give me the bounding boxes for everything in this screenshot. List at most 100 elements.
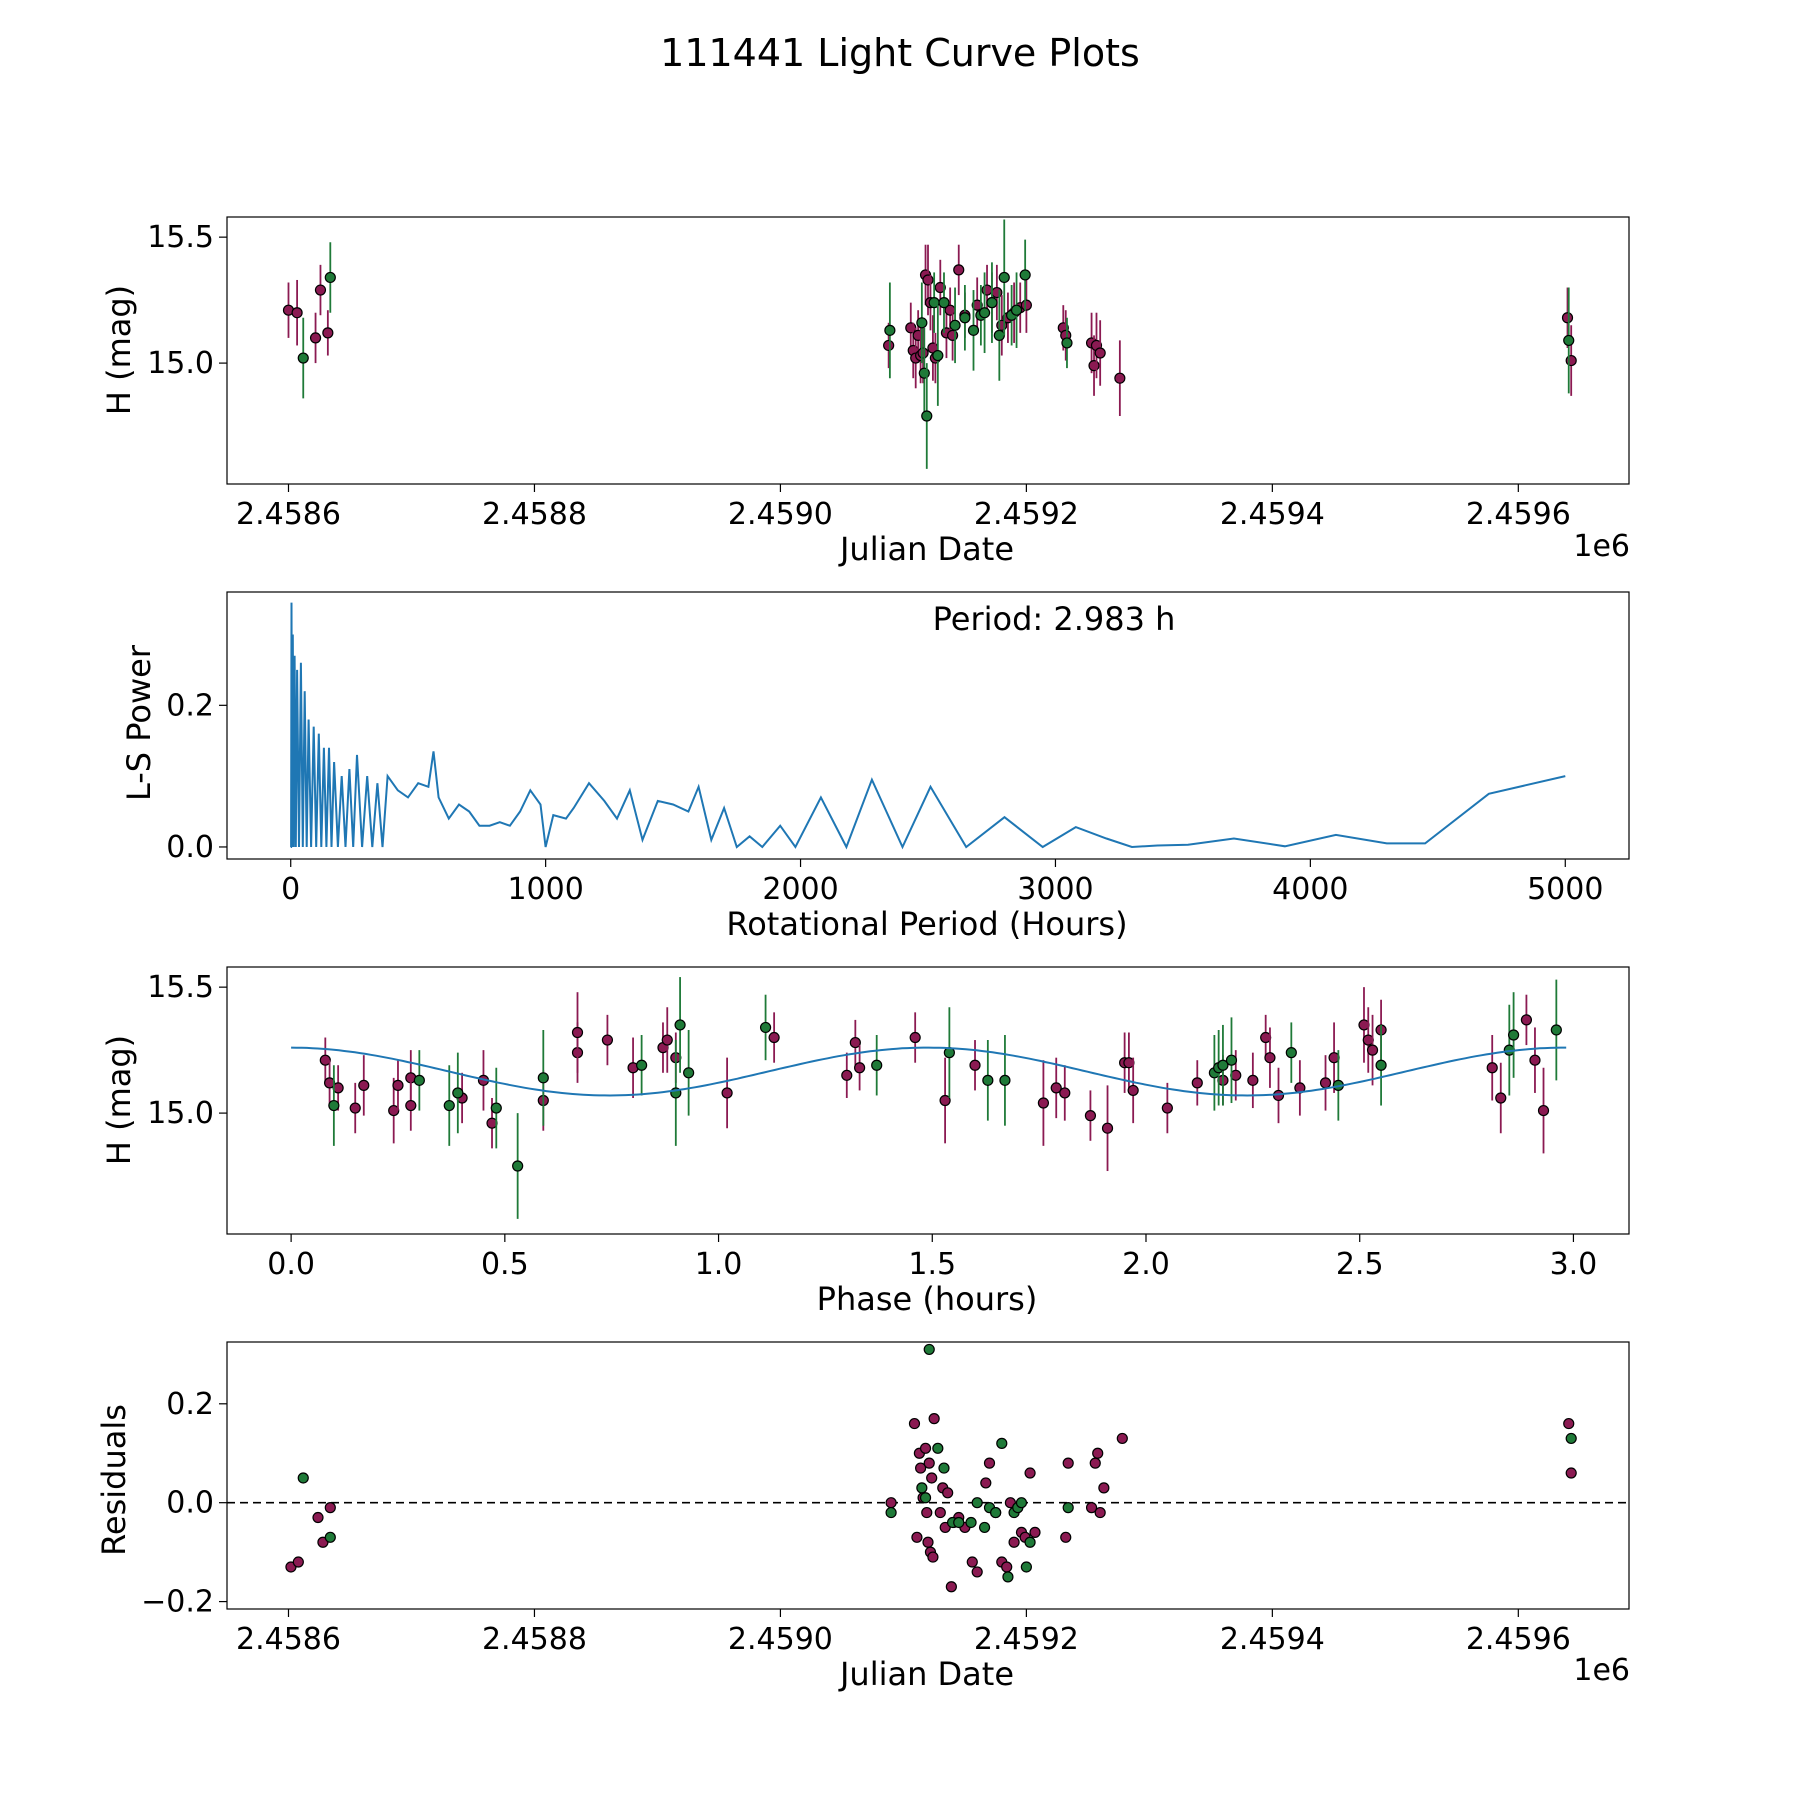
res-green-point	[916, 1482, 928, 1494]
light-curve-panel: Julian Date H (mag) 1e6	[100, 285, 1630, 568]
phase-red-point	[392, 1079, 404, 1091]
res-axes-frame	[226, 1341, 1630, 1610]
lc-green-point	[967, 324, 980, 336]
lc-red-point	[314, 284, 327, 296]
res-green-point	[996, 1437, 1008, 1449]
lc-x-tick-label: 2.4586	[236, 497, 341, 532]
phase-red-point	[1037, 1097, 1050, 1109]
phase-red-point	[1127, 1084, 1139, 1097]
res-red-point	[1089, 1457, 1101, 1469]
phase-green-point	[683, 1067, 695, 1079]
lc-green-point	[1563, 334, 1575, 347]
lc-plot: 2.4586 2.4588 2.4590 2.4592 2.4594 2.4596 15.0…	[147, 216, 1630, 532]
res-green-point	[978, 1521, 991, 1534]
res-x-tick-label: 2.4594	[1220, 1622, 1325, 1657]
res-red-point	[1085, 1502, 1098, 1514]
phase-red-point	[358, 1079, 370, 1091]
periodogram-xlabel: Rotational Period (Hours)	[726, 905, 1127, 943]
phase-green-point	[512, 1160, 524, 1172]
phase-red-point	[349, 1102, 361, 1114]
phase-red-point	[1366, 1044, 1379, 1056]
res-red-point	[1094, 1506, 1106, 1519]
res-red-point	[1565, 1467, 1577, 1479]
phase-green-point	[871, 1059, 883, 1071]
lc-x-tick-label: 2.4588	[482, 497, 587, 532]
res-red-point	[934, 1506, 946, 1519]
residuals-panel: Julian Date Residuals 1e6	[95, 1404, 1630, 1693]
lc-green-point	[916, 317, 928, 329]
residuals-xlabel: Julian Date	[838, 1655, 1014, 1693]
lc-red-point	[991, 286, 1003, 299]
res-green-point	[1020, 1561, 1032, 1573]
phase-y-tick-label: 15.0	[147, 1096, 214, 1131]
res-red-point	[945, 1581, 957, 1593]
lc-axes-frame	[226, 216, 1630, 485]
phase-red-point	[909, 1031, 921, 1044]
phase-green-point	[759, 1021, 772, 1034]
res-red-point	[915, 1462, 927, 1474]
res-red-point	[292, 1556, 304, 1568]
lc-green-point	[959, 312, 971, 324]
lc-y-tick-label: 15.5	[147, 220, 214, 255]
lc-green-point	[1010, 304, 1023, 316]
phase-red-point	[1059, 1087, 1071, 1099]
res-red-point	[966, 1556, 978, 1568]
res-red-point	[942, 1487, 954, 1499]
periodogram-panel: Rotational Period (Hours) L-S Power Peri…	[120, 600, 1175, 943]
res-y-tick-label: 0.0	[166, 1486, 214, 1521]
res-red-point	[983, 1457, 996, 1469]
ls-y-tick-label: 0.0	[166, 830, 214, 865]
res-x-tick-label: 2.4588	[482, 1622, 587, 1657]
res-red-point	[1092, 1447, 1104, 1459]
light-curve-x-offset: 1e6	[1573, 529, 1630, 564]
phase-green-point	[1225, 1054, 1238, 1066]
lc-red-point	[309, 332, 322, 344]
res-green-point	[990, 1506, 1002, 1519]
lc-green-point	[986, 297, 998, 309]
res-green-point	[1015, 1497, 1028, 1509]
phase-red-point	[1084, 1110, 1097, 1122]
lc-red-point	[1565, 354, 1577, 367]
phase-red-point	[1264, 1052, 1276, 1064]
res-green-point	[965, 1516, 977, 1529]
ls-y-tick-label: 0.2	[166, 688, 214, 723]
res-red-point	[927, 1551, 939, 1563]
phase-x-tick-label: 1.5	[908, 1247, 956, 1282]
ls-x-tick-label: 1000	[507, 872, 583, 907]
res-green-point	[919, 1492, 932, 1504]
lc-red-point	[322, 327, 334, 339]
phase-green-point	[452, 1087, 464, 1099]
phase-red-point	[405, 1099, 417, 1112]
phase-green-point	[537, 1072, 549, 1084]
phase-red-point	[1520, 1014, 1533, 1026]
res-red-point	[1001, 1561, 1013, 1573]
res-green-point	[1002, 1571, 1014, 1583]
res-red-point	[885, 1497, 897, 1509]
phase-axes-frame	[226, 966, 1630, 1235]
phase-green-point	[636, 1059, 648, 1071]
phase-red-point	[1161, 1102, 1173, 1114]
res-red-point	[926, 1472, 938, 1484]
phase-green-point	[443, 1099, 455, 1112]
res-red-point	[922, 1536, 934, 1548]
lc-red-point	[946, 329, 959, 341]
phase-red-point	[1101, 1122, 1114, 1134]
phase-x-tick-label: 2.0	[1122, 1247, 1170, 1282]
res-x-tick-label: 2.4586	[236, 1622, 341, 1657]
lc-red-point	[922, 274, 934, 286]
res-red-point	[911, 1531, 923, 1543]
phase-green-point	[490, 1102, 502, 1114]
ls-x-tick-label: 2000	[762, 872, 838, 907]
phase-green-point	[674, 1019, 686, 1031]
ls-x-tick-label: 0	[281, 872, 300, 907]
phase-red-point	[1319, 1077, 1332, 1089]
lc-green-point	[1061, 337, 1073, 349]
figure-title: 111441 Light Curve Plots	[660, 31, 1140, 75]
ls-x-tick-label: 4000	[1272, 872, 1348, 907]
ls-x-tick-label: 5000	[1527, 872, 1603, 907]
res-green-point	[938, 1462, 950, 1474]
lc-red-point	[971, 299, 983, 311]
phase-red-point	[1529, 1054, 1541, 1066]
res-red-point	[1008, 1536, 1020, 1548]
